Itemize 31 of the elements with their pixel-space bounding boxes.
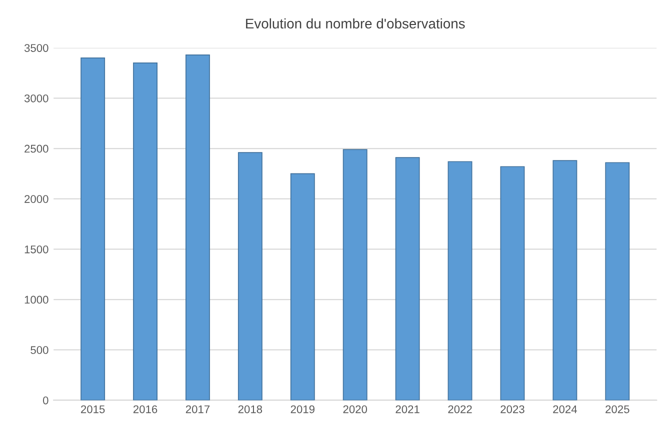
bar [186,54,210,400]
x-tick-label: 2024 [553,405,577,414]
bar [290,173,315,400]
bar [238,152,262,400]
y-tick-label: 3500 [24,44,48,52]
x-tick-label: 2016 [133,405,158,414]
chart-title: Evolution du nombre d'observations [246,18,465,29]
y-tick-label: 2500 [24,144,48,153]
y-tick-label: 3000 [24,94,48,102]
x-tick-label: 2015 [81,405,105,414]
x-tick-label: 2017 [186,405,210,414]
x-tick-label: 2023 [500,405,524,414]
bar [605,162,630,400]
y-tick-label: 1000 [24,296,48,304]
x-tick-label: 2019 [290,405,314,414]
bar [133,62,158,400]
y-tick-label: 1500 [24,245,48,254]
bar [500,166,525,400]
bar [80,57,106,400]
y-tick-label: 0 [42,396,48,404]
bar [552,160,578,400]
y-tick-label: 500 [30,346,48,354]
x-tick-label: 2022 [448,405,472,414]
x-tick-label: 2018 [238,405,262,414]
x-tick-label: 2025 [606,405,630,414]
x-tick-label: 2020 [343,405,368,414]
x-tick-label: 2021 [396,405,420,414]
y-tick-label: 2000 [24,195,48,203]
bar [448,161,472,400]
bar [395,157,420,400]
bar [342,149,368,400]
